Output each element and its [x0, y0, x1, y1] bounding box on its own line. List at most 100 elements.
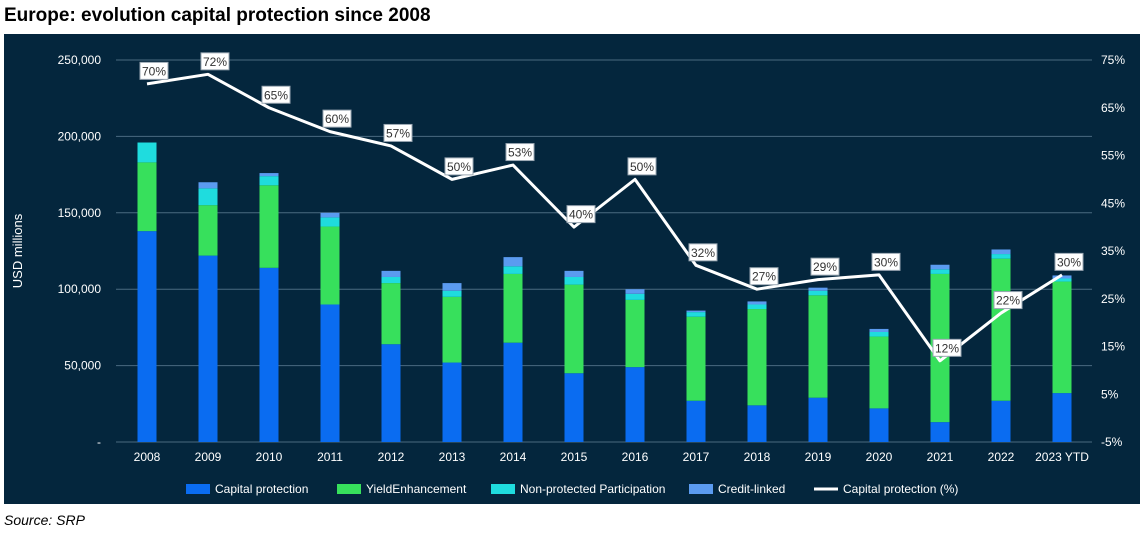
x-tick-label: 2022 — [988, 450, 1015, 464]
bar-segment — [503, 266, 523, 274]
bar-segment — [320, 304, 340, 442]
x-tick-label: 2020 — [866, 450, 893, 464]
bar-segment — [320, 212, 340, 218]
x-tick-label: 2009 — [195, 450, 222, 464]
bar-segment — [564, 270, 584, 277]
bar-segment — [686, 312, 706, 317]
bar-segment — [625, 367, 645, 442]
x-tick-label: 2008 — [134, 450, 161, 464]
bar-segment — [564, 284, 584, 374]
line-data-label: 60% — [325, 112, 349, 126]
legend-label: Non-protected Participation — [520, 482, 665, 496]
bar-segment — [991, 249, 1011, 255]
bar-segment — [625, 299, 645, 368]
legend-swatch — [689, 484, 713, 494]
x-tick-label: 2018 — [744, 450, 771, 464]
bar-segment — [381, 276, 401, 284]
y2-tick-label: 55% — [1101, 149, 1125, 163]
y2-tick-label: 45% — [1101, 196, 1125, 210]
line-data-label: 30% — [1057, 255, 1081, 269]
bar-segment — [869, 331, 889, 337]
legend-swatch — [186, 484, 210, 494]
bar-segment — [991, 254, 1011, 259]
bar-segment — [1052, 281, 1072, 394]
bar-segment — [625, 289, 645, 294]
line-data-label-box — [566, 205, 596, 224]
x-tick-label: 2010 — [256, 450, 283, 464]
y2-tick-label: 15% — [1101, 340, 1125, 354]
capital-protection-line — [146, 72, 1063, 363]
line-data-label-box — [627, 157, 657, 176]
bar-segment — [259, 176, 279, 186]
bar-segment — [442, 290, 462, 297]
bar-segment — [320, 226, 340, 305]
bar-segment — [503, 257, 523, 267]
line-data-label-box — [139, 61, 169, 80]
bar-segment — [808, 295, 828, 398]
line-data-label-box — [871, 252, 901, 271]
bar-segment — [747, 301, 767, 305]
bar-segment — [259, 185, 279, 268]
x-tick-label: 2013 — [439, 450, 466, 464]
bar-segment — [686, 316, 706, 401]
y2-tick-label: 5% — [1101, 387, 1119, 401]
chart-title: Europe: evolution capital protection sin… — [4, 5, 431, 26]
y2-tick-label: 65% — [1101, 101, 1125, 115]
bar-segment — [1052, 275, 1072, 279]
bar-segment — [991, 258, 1011, 401]
x-tick-label: 2014 — [500, 450, 527, 464]
bar-segment — [442, 362, 462, 442]
bar-segment — [503, 273, 523, 343]
line-data-label-box — [810, 257, 840, 276]
bar-segment — [747, 405, 767, 442]
line-data-label: 53% — [508, 146, 532, 160]
bar-segment — [259, 267, 279, 442]
line-data-label: 22% — [996, 294, 1020, 308]
line-data-label-box — [444, 157, 474, 176]
line-data-label: 57% — [386, 126, 410, 140]
bar-segment — [1052, 393, 1072, 442]
x-tick-label: 2023 YTD — [1035, 450, 1089, 464]
bar-segment — [1052, 278, 1072, 282]
bar-segment — [930, 422, 950, 442]
x-tick-label: 2019 — [805, 450, 832, 464]
line-data-label: 12% — [935, 341, 959, 355]
y-tick-label: 100,000 — [58, 282, 102, 296]
line-data-label: 70% — [142, 64, 166, 78]
y-axis-title: USD millions — [10, 213, 25, 288]
bar-segment — [930, 264, 950, 270]
bar-segment — [198, 255, 218, 442]
bar-segment — [320, 217, 340, 227]
line-data-label: 30% — [874, 255, 898, 269]
bar-segment — [198, 182, 218, 189]
line-data-label: 27% — [752, 270, 776, 284]
legend-swatch — [491, 484, 515, 494]
line-data-label-box — [322, 109, 352, 128]
line-data-label-box — [688, 243, 718, 262]
bar-segment — [137, 162, 157, 232]
line-data-label: 72% — [203, 55, 227, 69]
x-tick-label: 2015 — [561, 450, 588, 464]
bar-segment — [503, 342, 523, 442]
bar-segment — [198, 205, 218, 256]
bar-segment — [869, 328, 889, 332]
bar-segment — [381, 283, 401, 345]
bar-segment — [198, 188, 218, 206]
line-data-label-box — [383, 123, 413, 142]
x-tick-label: 2021 — [927, 450, 954, 464]
y-tick-label: 250,000 — [58, 53, 102, 67]
bar-segment — [930, 269, 950, 274]
y-tick-label: 200,000 — [58, 129, 102, 143]
bar-segment — [747, 309, 767, 406]
line-data-label-box — [993, 291, 1023, 310]
line-data-label-box — [200, 52, 230, 71]
legend-label: Capital protection — [215, 482, 308, 496]
bar-segment — [808, 397, 828, 442]
x-tick-label: 2012 — [378, 450, 405, 464]
line-data-label: 32% — [691, 246, 715, 260]
bar-segment — [625, 293, 645, 300]
line-data-label: 29% — [813, 260, 837, 274]
legend-label: Credit-linked — [718, 482, 785, 496]
bar-segment — [869, 408, 889, 442]
line-data-label-box — [261, 85, 291, 104]
